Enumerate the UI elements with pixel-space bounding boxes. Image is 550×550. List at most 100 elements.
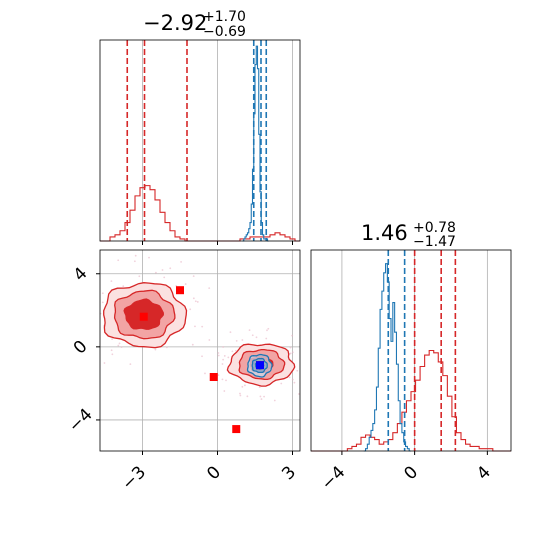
y-tick-label-param2: 4 [70, 264, 92, 286]
scatter-point [110, 349, 113, 352]
title-param1-minus: −0.69 [203, 24, 246, 40]
scatter-point [289, 352, 292, 355]
scatter-point [180, 261, 182, 263]
scatter-point [169, 267, 172, 270]
scatter-point [267, 327, 270, 330]
scatter-point [196, 301, 199, 303]
scatter-point [192, 275, 195, 277]
scatter-point [259, 395, 262, 398]
y-tick-label-param2: −4 [65, 405, 97, 437]
scatter-point [291, 378, 294, 381]
x-tick-label-param2: −4 [318, 462, 350, 494]
red-square-marker [232, 425, 241, 434]
joint-panel: −3 0 3 −4 0 4 [65, 249, 301, 494]
red-square-marker [209, 372, 218, 381]
scatter-point [111, 353, 114, 356]
scatter-point [248, 329, 251, 332]
scatter-point [208, 287, 211, 290]
title-param1: −2.92 +1.70 −0.69 [143, 9, 246, 40]
title-param2: 1.46 +0.78 −1.47 [361, 220, 456, 250]
scatter-point [288, 376, 291, 379]
scatter-point [217, 352, 220, 354]
x-tick-label-param2: 0 [400, 462, 422, 484]
title-param2-minus: −1.47 [413, 234, 456, 250]
x-tick-label-param1: −3 [118, 462, 150, 494]
title-param1-value: −2.92 [143, 11, 207, 35]
scatter-point [191, 343, 194, 346]
scatter-point [221, 363, 224, 365]
y-tick-label-param2: 0 [70, 337, 92, 359]
scatter-point [208, 339, 211, 341]
scatter-point [227, 356, 230, 359]
scatter-point [246, 395, 249, 398]
title-param1-plus: +1.70 [203, 9, 246, 25]
scatter-point [138, 275, 141, 278]
histogram-blue-param2 [363, 263, 411, 452]
scatter-point [265, 337, 268, 340]
scatter-point [222, 346, 225, 348]
scatter-point [260, 398, 263, 400]
scatter-point [154, 348, 157, 351]
scatter-point [163, 276, 166, 279]
scatter-point [217, 354, 220, 357]
scatter-point [154, 271, 157, 274]
scatter-point [192, 297, 195, 300]
scatter-point [103, 362, 106, 364]
scatter-point [241, 385, 244, 388]
scatter-point [263, 395, 265, 398]
scatter-point [289, 346, 292, 349]
scatter-point [241, 339, 244, 341]
scatter-point [133, 260, 136, 263]
scatter-point [110, 280, 113, 283]
scatter-point [117, 259, 120, 262]
scatter-point [280, 382, 283, 385]
x-tick-label-param2: 4 [473, 462, 495, 484]
scatter-point [255, 336, 258, 339]
marginal-param1-panel [99, 39, 301, 245]
scatter-point [296, 369, 299, 372]
scatter-point [298, 393, 300, 395]
scatter-point [251, 334, 254, 337]
scatter-point [129, 363, 132, 366]
scatter-point [201, 355, 203, 358]
scatter-point [293, 381, 296, 384]
scatter-point [118, 342, 121, 345]
scatter-point [134, 254, 137, 257]
scatter-point [201, 325, 204, 328]
scatter-point [231, 350, 234, 353]
scatter-point [234, 349, 237, 352]
scatter-point [165, 346, 168, 349]
scatter-point [239, 394, 242, 397]
title-param2-value: 1.46 [361, 221, 408, 245]
scatter-point [148, 256, 150, 259]
scatter-point [122, 285, 125, 288]
scatter-point [291, 351, 294, 354]
scatter-point [111, 338, 114, 340]
scatter-point [194, 300, 197, 303]
scatter-point [222, 358, 225, 361]
blue-square-marker [256, 361, 264, 370]
scatter-point [120, 346, 123, 348]
red-square-marker [176, 286, 184, 295]
title-param2-plus: +0.78 [413, 220, 456, 236]
scatter-point [223, 355, 226, 357]
scatter-point [291, 334, 294, 337]
scatter-point [235, 339, 238, 342]
scatter-point [225, 379, 227, 382]
histogram-red-param1 [100, 185, 300, 242]
scatter-point [161, 269, 164, 271]
scatter-point [273, 399, 276, 402]
scatter-point [244, 384, 246, 387]
marginal-param2-panel: −4 0 4 [310, 249, 512, 494]
histogram-red-param2 [311, 349, 511, 452]
panel-frame [99, 249, 301, 452]
scatter-point [217, 374, 220, 377]
scatter-point [221, 378, 224, 381]
x-tick-label-param1: 0 [203, 462, 225, 484]
background-scatter [99, 254, 300, 402]
panel-frame [310, 249, 512, 452]
scatter-point [266, 329, 268, 332]
scatter-point [101, 301, 104, 304]
scatter-point [229, 331, 232, 334]
